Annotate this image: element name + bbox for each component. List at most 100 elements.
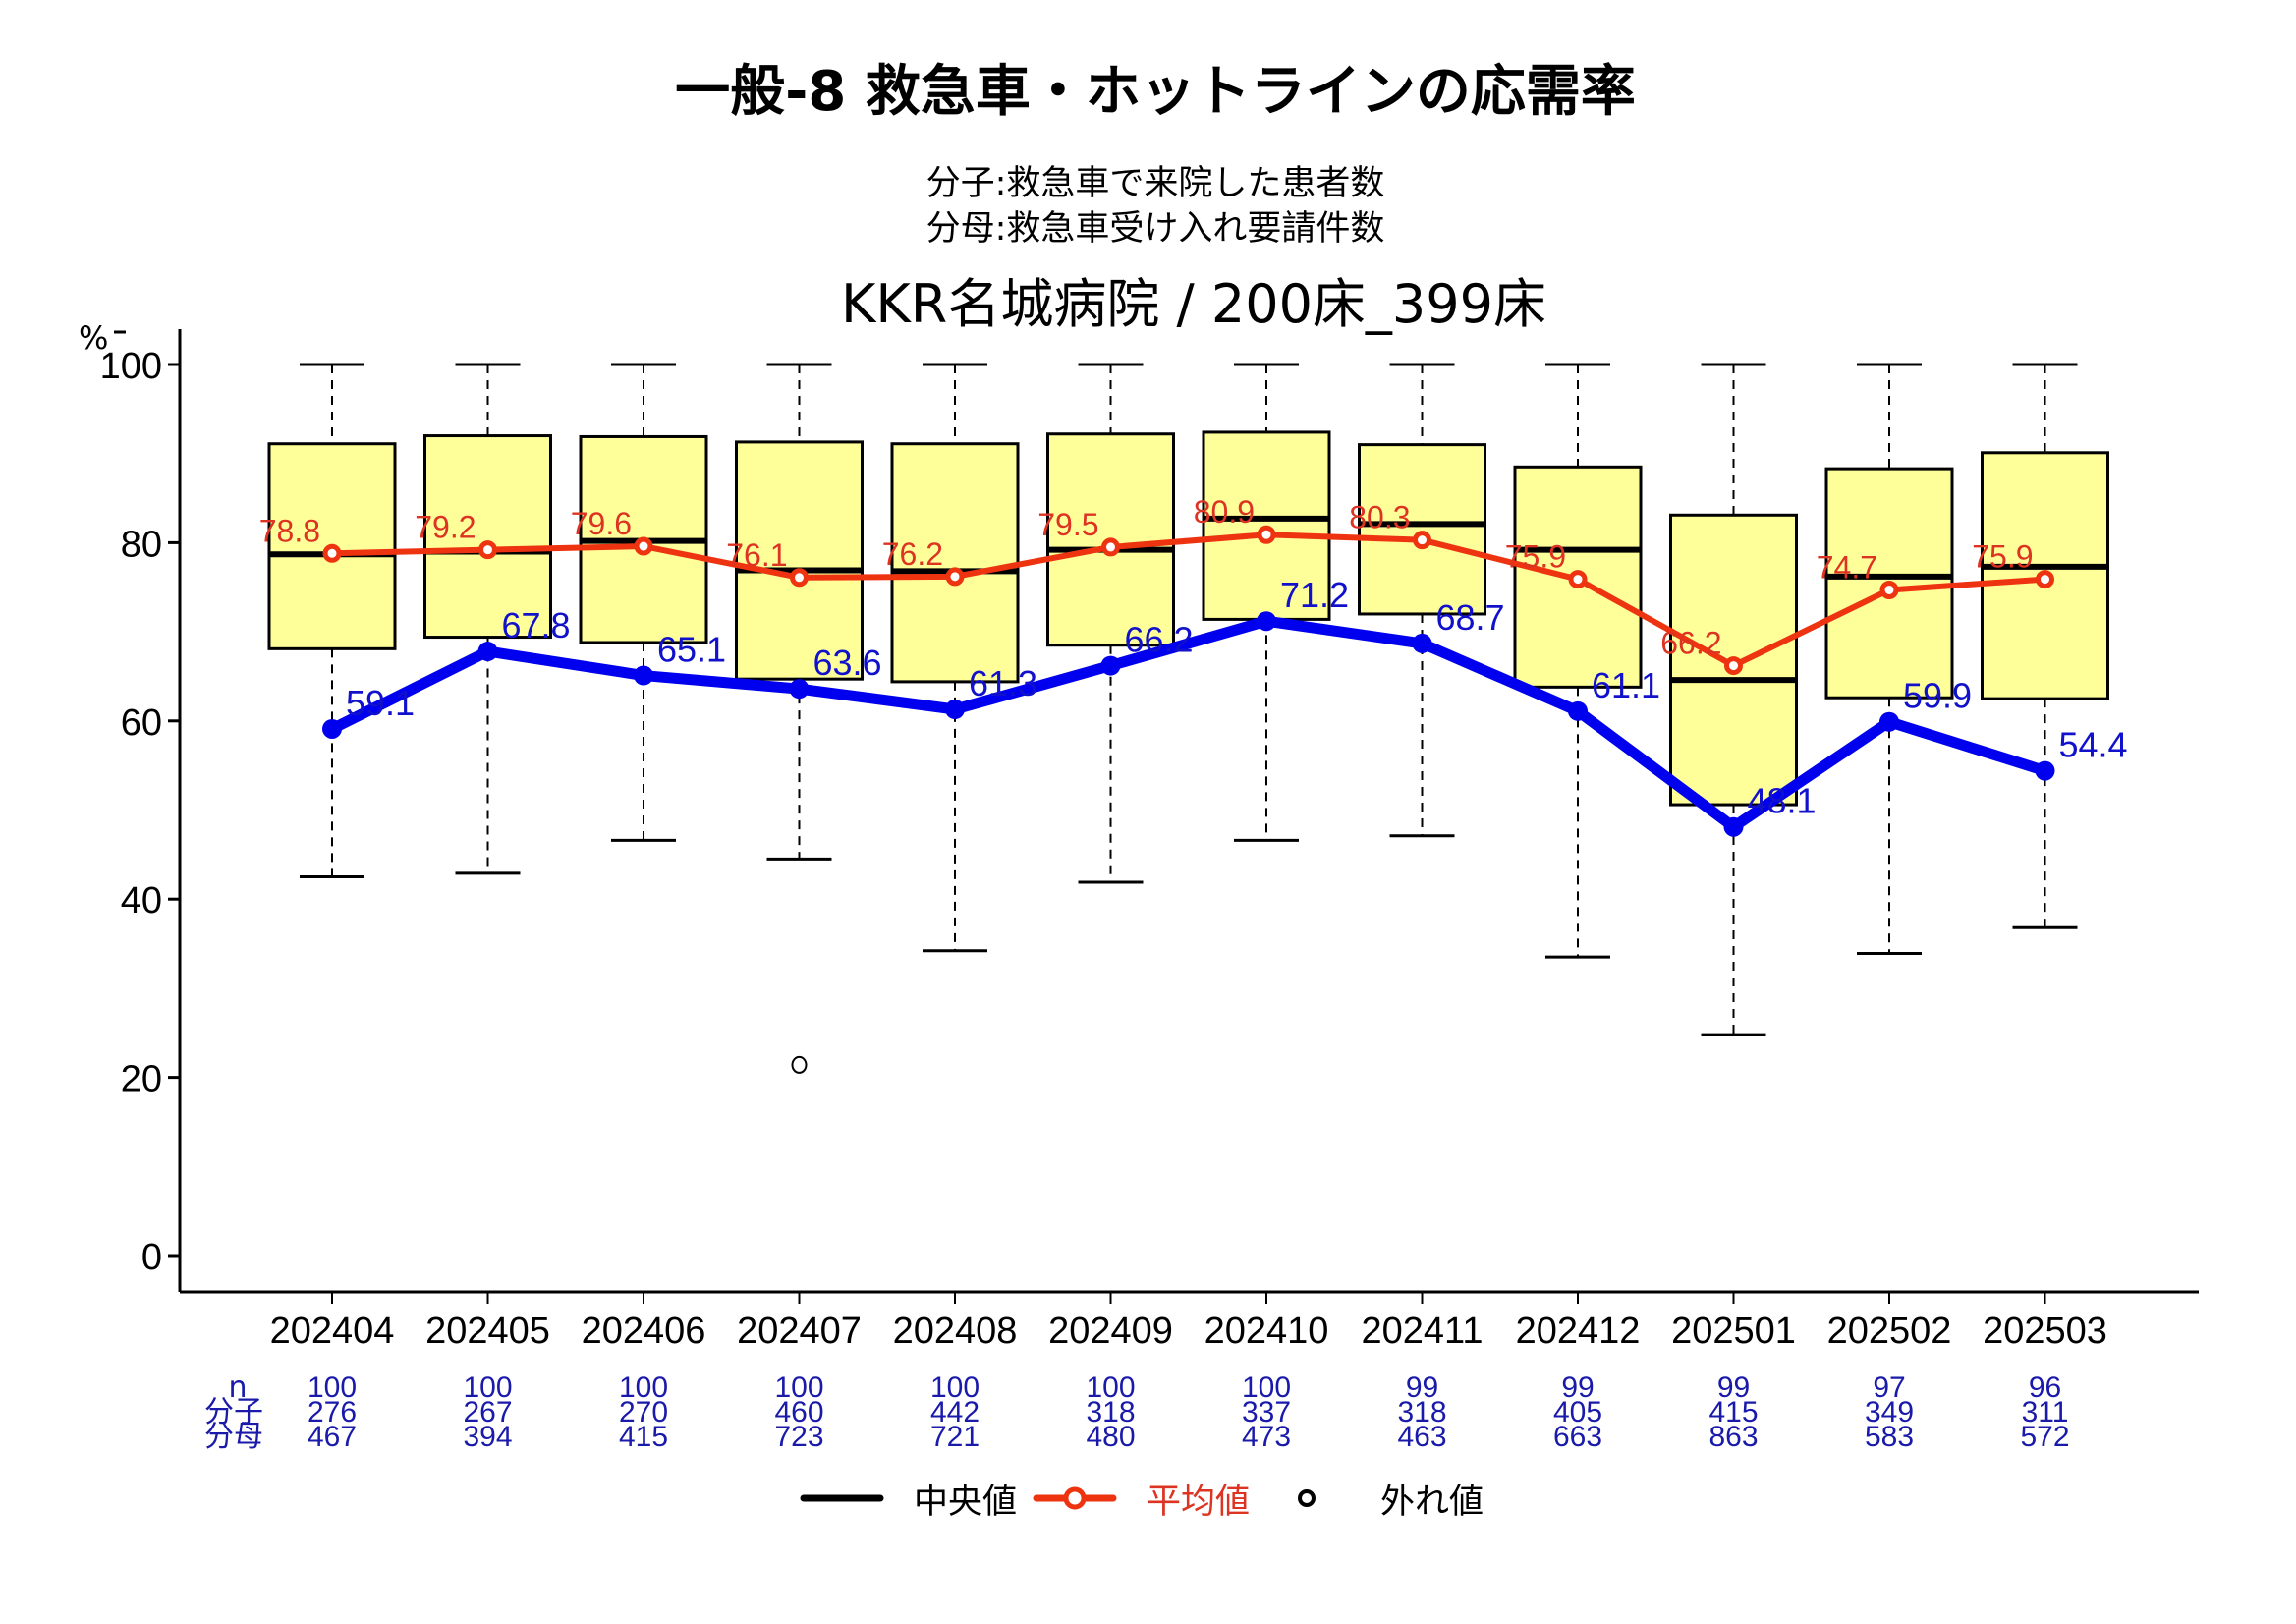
table-cell-numerator: 276	[308, 1396, 357, 1428]
table-cell-n: 99	[1717, 1372, 1750, 1404]
hospital-data-label: 66.2	[1125, 620, 1194, 660]
box-202412	[1513, 363, 1643, 959]
table-cell-numerator: 311	[2022, 1396, 2069, 1428]
table-cell-denominator: 415	[619, 1421, 668, 1453]
mean-point	[634, 536, 653, 556]
hospital-point	[634, 665, 653, 686]
mean-data-label: 79.2	[415, 510, 476, 545]
hospital-data-label: 59.1	[346, 683, 415, 723]
table-cell-numerator: 318	[1397, 1396, 1446, 1428]
box-202406	[579, 363, 708, 842]
x-tick-label: 202412	[1516, 1311, 1641, 1352]
hospital-point	[1257, 611, 1276, 632]
table-cell-n: 97	[1873, 1372, 1905, 1404]
hospital-point	[945, 700, 965, 720]
hospital-data-label: 59.9	[1903, 676, 1972, 716]
table-cell-numerator: 405	[1553, 1396, 1602, 1428]
table-cell-n: 100	[1242, 1372, 1291, 1404]
hospital-data-label: 67.8	[502, 605, 571, 645]
table-cell-denominator: 723	[774, 1421, 823, 1453]
x-tick-label: 202408	[893, 1311, 1018, 1352]
mean-point	[322, 543, 342, 563]
mean-line	[331, 532, 2045, 669]
box-202408	[890, 363, 1020, 953]
mean-data-label: 76.2	[882, 536, 943, 572]
box-iqr	[423, 434, 552, 640]
table-cell-denominator: 463	[1397, 1421, 1446, 1453]
hospital-series: 59.1 67.8 65.1 63.6 61.3 66.2 71.2 68.7 61.1 48.1…	[322, 575, 2128, 837]
mean-point	[1101, 537, 1120, 557]
mean-point	[478, 540, 497, 560]
x-axis: 202404 202405 202406 202407 202408 202409 2024…	[180, 1290, 2199, 1352]
x-tick-label: 202411	[1362, 1311, 1484, 1352]
y-tick-label: 80	[121, 524, 162, 565]
hospital-point	[1100, 655, 1121, 676]
x-tick-label: 202502	[1827, 1311, 1952, 1352]
table-cell-numerator: 349	[1865, 1396, 1914, 1428]
table-cell-n: 100	[463, 1372, 512, 1404]
mean-point	[2036, 570, 2054, 589]
box-series	[267, 363, 2109, 1036]
table-cell-n: 100	[308, 1372, 357, 1404]
x-tick-label: 202404	[270, 1311, 395, 1352]
mean-data-label: 75.9	[1505, 539, 1566, 575]
hospital-data-label: 71.2	[1280, 575, 1349, 615]
legend-median-label: 中央値	[914, 1483, 1017, 1522]
outlier-series	[791, 1055, 808, 1074]
table-cell-n: 100	[1086, 1372, 1135, 1404]
table-cell-numerator: 270	[619, 1396, 668, 1428]
hospital-title: KKR名城病院 / 200床_399床	[841, 273, 1546, 335]
mean-data-label: 79.6	[571, 506, 632, 541]
table-cell-denominator: 721	[930, 1421, 980, 1453]
box-202502	[1824, 363, 1954, 956]
table-cell-denominator: 480	[1086, 1421, 1135, 1453]
hospital-point	[1412, 633, 1432, 653]
mean-data-label: 76.1	[726, 537, 787, 573]
mean-series: 78.8 79.2 79.6 76.1 76.2 79.5 80.9 80.3 75.9 66.2…	[259, 494, 2054, 676]
hospital-point	[1723, 816, 1744, 837]
box-202407	[735, 363, 864, 861]
legend-outlier-marker	[1298, 1489, 1316, 1507]
table-cell-denominator: 863	[1708, 1421, 1758, 1453]
mean-data-label: 78.8	[259, 513, 320, 548]
hospital-point	[789, 679, 810, 700]
hospital-point	[477, 642, 498, 662]
y-axis: 0 20 40 60 80 100	[100, 329, 182, 1292]
mean-data-label: 80.3	[1349, 500, 1410, 535]
table-cell-numerator: 318	[1086, 1396, 1135, 1428]
legend-mean-label: 平均値	[1147, 1483, 1250, 1522]
hospital-data-label: 61.1	[1592, 665, 1660, 705]
y-tick-label: 40	[121, 880, 162, 922]
y-tick-label: 100	[100, 346, 162, 387]
mean-data-label: 80.9	[1194, 494, 1255, 530]
chart-subtitle-denominator: 分母:救急車受け入れ要請件数	[926, 209, 1385, 249]
chart-subtitle-numerator: 分子:救急車で来院した患者数	[926, 164, 1385, 203]
table-row-label: n	[228, 1371, 247, 1405]
hospital-data-label: 65.1	[657, 630, 726, 670]
y-tick-label: 20	[121, 1059, 162, 1100]
table-cell-numerator: 442	[930, 1396, 980, 1428]
hospital-data-label: 63.6	[813, 643, 882, 683]
table-cell-denominator: 394	[463, 1421, 512, 1453]
box-202501	[1669, 363, 1798, 1036]
line-series: 78.8 79.2 79.6 76.1 76.2 79.5 80.9 80.3 75.9 66.2…	[259, 494, 2128, 837]
mean-point	[945, 567, 965, 587]
box-202410	[1202, 363, 1331, 842]
box-iqr	[890, 442, 1020, 684]
table-row-label: 分母	[204, 1420, 263, 1454]
legend-outlier-label: 外れ値	[1380, 1483, 1484, 1522]
hospital-data-label: 48.1	[1748, 781, 1817, 821]
mean-data-label: 74.7	[1817, 549, 1877, 585]
legend-mean-swatch-marker	[1063, 1486, 1087, 1510]
mean-point	[1724, 656, 1743, 676]
mean-data-label: 66.2	[1660, 626, 1721, 661]
hospital-point	[322, 718, 342, 739]
table-cell-n: 100	[774, 1372, 823, 1404]
x-tick-label: 202503	[1983, 1311, 2107, 1352]
table-cell-n: 96	[2029, 1372, 2061, 1404]
mean-point	[1413, 531, 1431, 550]
x-tick-label: 202409	[1048, 1311, 1173, 1352]
hospital-point	[2035, 760, 2055, 781]
mean-data-label: 79.5	[1037, 507, 1098, 542]
